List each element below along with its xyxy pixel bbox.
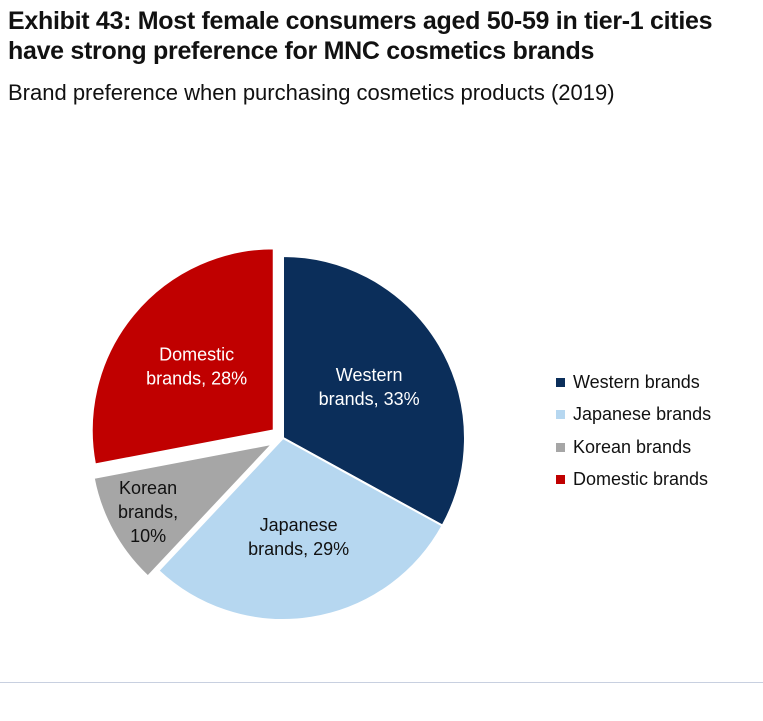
chart-legend: Western brands Japanese brands Korean br… <box>556 366 756 496</box>
legend-label: Western brands <box>573 371 700 392</box>
pie-slice-korean-brands <box>92 442 276 578</box>
pie-slice-domestic-brands <box>90 247 275 466</box>
footer-divider <box>0 682 763 683</box>
legend-swatch <box>556 442 565 452</box>
legend-label: Domestic brands <box>573 469 709 490</box>
legend-swatch <box>556 410 565 420</box>
legend-item-western: Western brands <box>556 366 756 399</box>
slice-data-label: Korean brands, 10% <box>118 478 178 546</box>
legend-item-japanese: Japanese brands <box>556 399 756 432</box>
slice-data-label: Japanese brands, 29% <box>248 515 349 559</box>
pie-slice-japanese-brands <box>156 436 444 621</box>
legend-label: Korean brands <box>573 436 692 457</box>
chart-subtitle: Brand preference when purchasing cosmeti… <box>8 80 615 105</box>
slice-data-label: Domestic brands, 28% <box>146 345 247 389</box>
legend-swatch <box>556 377 565 387</box>
legend-item-domestic: Domestic brands <box>556 464 756 497</box>
legend-item-korean: Korean brands <box>556 431 756 464</box>
slice-data-label: Western brands, 33% <box>319 365 420 409</box>
legend-label: Japanese brands <box>573 404 712 425</box>
pie-slice-western-brands <box>282 254 466 528</box>
legend-swatch <box>556 475 565 485</box>
chart-title: Exhibit 43: Most female consumers aged 5… <box>8 7 713 65</box>
